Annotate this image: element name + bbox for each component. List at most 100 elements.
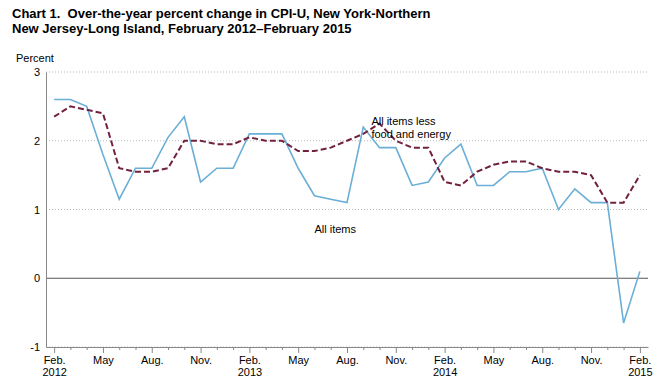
x-tick bbox=[510, 347, 511, 350]
x-tick-label: Aug. bbox=[336, 354, 359, 366]
x-tick-mark bbox=[624, 347, 625, 350]
x-tick: Nov. bbox=[190, 347, 212, 366]
text-line: 2012 bbox=[42, 366, 66, 378]
x-tick-label: Aug. bbox=[141, 354, 164, 366]
y-tick: 3 bbox=[34, 66, 46, 78]
x-tick-mark bbox=[119, 347, 120, 350]
y-tick-label: 3 bbox=[34, 66, 40, 78]
x-tick bbox=[314, 347, 315, 350]
x-tick bbox=[331, 347, 332, 350]
text-line: 2013 bbox=[238, 366, 262, 378]
x-tick-mark bbox=[347, 347, 348, 353]
x-tick-mark bbox=[412, 347, 413, 350]
x-tick-mark bbox=[591, 347, 592, 353]
x-tick-label: Feb.2012 bbox=[42, 354, 66, 379]
x-tick bbox=[168, 347, 169, 350]
text-line: Nov. bbox=[581, 354, 603, 366]
x-tick-mark bbox=[477, 347, 478, 350]
y-tick: 1 bbox=[34, 204, 46, 216]
text-line: Feb. bbox=[44, 354, 66, 366]
text-line: New Jersey-Long Island, February 2012–Fe… bbox=[12, 21, 352, 36]
text-line: All items bbox=[314, 223, 356, 235]
x-tick-mark bbox=[380, 347, 381, 350]
text-line: Nov. bbox=[190, 354, 212, 366]
series-line bbox=[54, 106, 640, 202]
y-axis-title: Percent bbox=[16, 52, 54, 64]
y-tick-label: 1 bbox=[34, 204, 40, 216]
text-line: 2015 bbox=[628, 366, 652, 378]
x-tick bbox=[477, 347, 478, 350]
x-tick bbox=[217, 347, 218, 350]
x-tick bbox=[428, 347, 429, 350]
x-tick-mark bbox=[314, 347, 315, 350]
x-tick-mark bbox=[575, 347, 576, 350]
x-tick bbox=[526, 347, 527, 350]
y-axis: -1 0 1 2 3 bbox=[30, 66, 46, 353]
annotation: All items bbox=[314, 223, 356, 235]
text-line: May bbox=[288, 354, 309, 366]
x-tick-label: May bbox=[93, 354, 114, 366]
x-tick-mark bbox=[298, 347, 299, 353]
x-tick-mark bbox=[70, 347, 71, 350]
x-tick-mark bbox=[282, 347, 283, 350]
annotation: All items lessfood and energy bbox=[371, 115, 451, 140]
x-tick-mark bbox=[201, 347, 202, 353]
plot: -10123Feb.2012MayAug.Nov.Feb.2013MayAug.… bbox=[30, 66, 652, 378]
text-line: Aug. bbox=[141, 354, 164, 366]
x-tick-mark bbox=[445, 347, 446, 353]
x-tick-label: Feb.2013 bbox=[238, 354, 262, 379]
x-axis: Feb.2012MayAug.Nov.Feb.2013MayAug.Nov.Fe… bbox=[42, 347, 652, 378]
x-tick-mark bbox=[152, 347, 153, 353]
x-tick-label: Nov. bbox=[385, 354, 407, 366]
y-tick: 2 bbox=[34, 135, 46, 147]
x-tick: May bbox=[93, 347, 114, 366]
x-tick-mark bbox=[168, 347, 169, 350]
chart: Chart 1. Over-the-year percent change in… bbox=[0, 0, 670, 391]
x-tick-mark bbox=[396, 347, 397, 353]
text-line: May bbox=[484, 354, 505, 366]
y-axis-line bbox=[46, 73, 47, 348]
x-tick-label: Feb.2015 bbox=[628, 354, 652, 379]
x-tick-label: May bbox=[484, 354, 505, 366]
x-tick: Feb.2014 bbox=[433, 347, 457, 378]
x-tick-mark bbox=[87, 347, 88, 350]
x-tick-label: Nov. bbox=[190, 354, 212, 366]
x-tick-mark bbox=[135, 347, 136, 350]
text-line: 2014 bbox=[433, 366, 457, 378]
x-tick bbox=[70, 347, 71, 350]
x-tick: Aug. bbox=[531, 347, 554, 366]
text-line: Chart 1. Over-the-year percent change in… bbox=[12, 6, 431, 21]
x-tick bbox=[119, 347, 120, 350]
x-tick bbox=[363, 347, 364, 350]
x-tick: Nov. bbox=[385, 347, 407, 366]
text-line: food and energy bbox=[371, 128, 451, 140]
x-tick-label: Aug. bbox=[531, 354, 554, 366]
text-line: Feb. bbox=[239, 354, 261, 366]
x-tick bbox=[607, 347, 608, 350]
x-tick-mark bbox=[331, 347, 332, 350]
x-tick: Feb.2013 bbox=[238, 347, 262, 378]
x-tick bbox=[266, 347, 267, 350]
text-line: Feb. bbox=[629, 354, 651, 366]
x-tick bbox=[624, 347, 625, 350]
x-tick: Feb.2012 bbox=[42, 347, 66, 378]
x-tick: May bbox=[484, 347, 505, 366]
x-tick bbox=[412, 347, 413, 350]
x-tick bbox=[282, 347, 283, 350]
x-tick-mark bbox=[103, 347, 104, 353]
grid bbox=[46, 72, 648, 347]
x-tick bbox=[559, 347, 560, 350]
text-line: Aug. bbox=[531, 354, 554, 366]
text-line: Nov. bbox=[385, 354, 407, 366]
x-tick-mark bbox=[526, 347, 527, 350]
x-tick-mark bbox=[233, 347, 234, 350]
x-tick: Feb.2015 bbox=[628, 347, 652, 378]
x-tick bbox=[135, 347, 136, 350]
x-tick bbox=[461, 347, 462, 350]
x-tick bbox=[575, 347, 576, 350]
grid-line bbox=[46, 72, 648, 73]
x-tick-label: Feb.2014 bbox=[433, 354, 457, 379]
y-tick: -1 bbox=[30, 341, 46, 353]
y-tick-label: 0 bbox=[34, 272, 40, 284]
y-tick-label: -1 bbox=[30, 341, 40, 353]
